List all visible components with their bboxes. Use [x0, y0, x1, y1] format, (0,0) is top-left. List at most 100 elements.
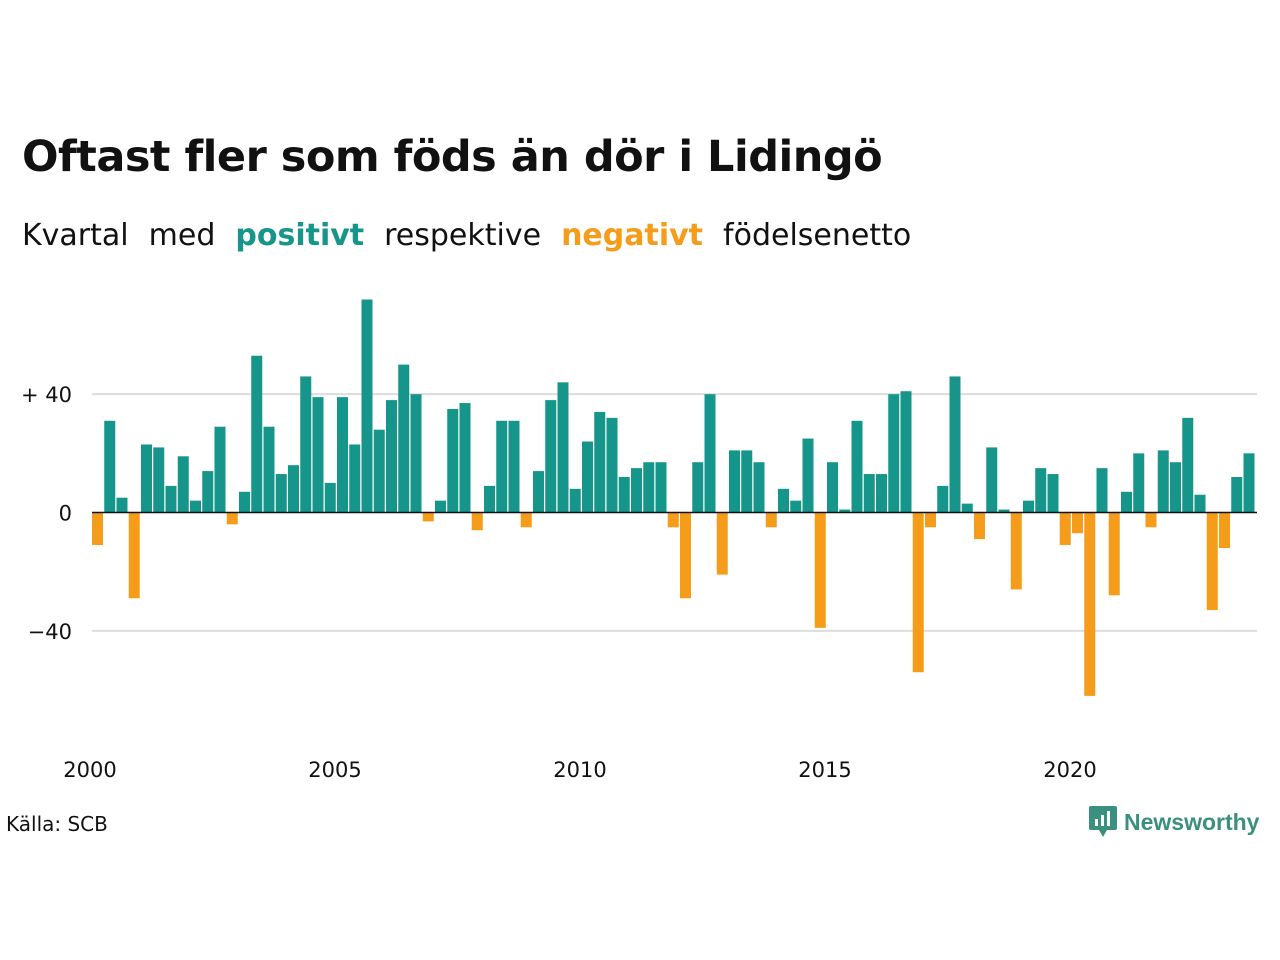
y-tick-label: −40: [28, 620, 72, 644]
x-tick-label: 2000: [63, 758, 116, 782]
x-tick-label: 2010: [553, 758, 606, 782]
data-bar: [888, 394, 900, 513]
data-bar: [202, 471, 214, 513]
data-bar: [471, 512, 483, 531]
data-bar: [802, 438, 814, 513]
data-bar: [312, 397, 324, 513]
subtitle-word: Kvartal: [22, 218, 129, 253]
data-bar: [410, 394, 422, 513]
data-bar: [1121, 491, 1132, 513]
data-bar: [606, 417, 618, 513]
data-bar: [961, 503, 973, 513]
data-bar: [1084, 512, 1096, 696]
data-bar: [912, 512, 924, 673]
data-bar: [986, 447, 998, 513]
data-bar: [128, 512, 140, 599]
brand-logo: Newsworthy: [1088, 804, 1259, 840]
data-bar: [741, 450, 753, 513]
data-bar: [655, 462, 667, 513]
data-bar: [827, 462, 838, 513]
y-tick-label: 0: [59, 502, 72, 526]
data-bar: [1194, 494, 1206, 513]
data-bar: [1059, 512, 1071, 546]
data-bar: [1010, 512, 1022, 590]
data-bar: [349, 444, 361, 513]
data-bar: [643, 462, 655, 513]
data-bar: [667, 512, 679, 528]
data-bar: [557, 382, 569, 513]
data-bar: [814, 512, 826, 628]
data-bar: [1047, 474, 1059, 513]
data-bar: [753, 462, 765, 513]
data-bar: [239, 491, 250, 513]
source-note: Källa: SCB: [6, 812, 108, 836]
x-tick-label: 2015: [798, 758, 851, 782]
subtitle-word: respektive: [384, 218, 542, 253]
data-bar: [1219, 512, 1230, 548]
data-bar: [1170, 462, 1181, 513]
data-bar: [165, 485, 177, 513]
data-bar: [839, 509, 851, 513]
data-bar: [1145, 512, 1157, 528]
data-bar: [876, 474, 887, 513]
newsworthy-logo-icon: [1089, 806, 1117, 837]
data-bar: [949, 376, 961, 513]
data-bar: [92, 512, 103, 546]
data-bar: [496, 420, 508, 513]
data-bar: [680, 512, 691, 599]
x-tick-label: 2005: [308, 758, 361, 782]
data-bar: [1206, 512, 1218, 611]
data-bar: [974, 512, 985, 540]
data-bar: [900, 391, 912, 513]
data-bar: [716, 512, 728, 575]
data-bar: [851, 420, 863, 513]
data-bar: [435, 500, 446, 513]
subtitle-positive-label: positivt: [235, 218, 365, 253]
data-bar: [459, 403, 471, 513]
data-bar: [631, 468, 642, 513]
data-bar: [251, 355, 263, 513]
data-bar: [925, 512, 936, 528]
data-bar: [704, 394, 716, 513]
chart-title: Oftast fler som föds än dör i Lidingö: [22, 132, 883, 182]
data-bar: [300, 376, 312, 513]
data-bar: [177, 456, 189, 513]
x-tick-label: 2020: [1043, 758, 1096, 782]
data-bar: [937, 485, 949, 513]
data-bar: [447, 408, 459, 513]
subtitle-word: födelsenetto: [723, 218, 912, 253]
y-tick-label: + 40: [21, 383, 72, 407]
data-bar: [863, 474, 875, 513]
data-bar: [337, 397, 348, 513]
chart-subtitle: Kvartal med positivt respektive negativt föde…: [22, 218, 931, 253]
data-bar: [1231, 477, 1243, 513]
data-bar: [545, 400, 557, 513]
data-bar: [398, 364, 410, 513]
data-bar: [790, 500, 802, 513]
data-bar: [116, 497, 128, 513]
data-bar: [288, 465, 299, 513]
data-bar: [263, 426, 275, 513]
data-bar: [373, 429, 385, 513]
data-bar: [153, 447, 165, 513]
data-bar: [104, 420, 116, 513]
brand-name: Newsworthy: [1124, 808, 1260, 835]
data-bar: [1133, 453, 1145, 513]
data-bar: [422, 512, 434, 522]
data-bar: [594, 411, 606, 513]
data-bar: [1096, 468, 1108, 513]
data-bar: [214, 426, 226, 513]
data-bar: [226, 512, 238, 525]
data-bar: [582, 441, 593, 513]
data-bar: [1072, 512, 1083, 534]
data-bar: [508, 420, 520, 513]
data-bar: [569, 488, 581, 513]
data-bar: [1182, 417, 1194, 513]
data-bar: [729, 450, 740, 513]
data-bar: [692, 462, 704, 513]
data-bar: [1023, 500, 1034, 513]
data-bar: [1157, 450, 1169, 513]
data-bar: [765, 512, 777, 528]
data-bar: [520, 512, 532, 528]
data-bar: [386, 400, 397, 513]
